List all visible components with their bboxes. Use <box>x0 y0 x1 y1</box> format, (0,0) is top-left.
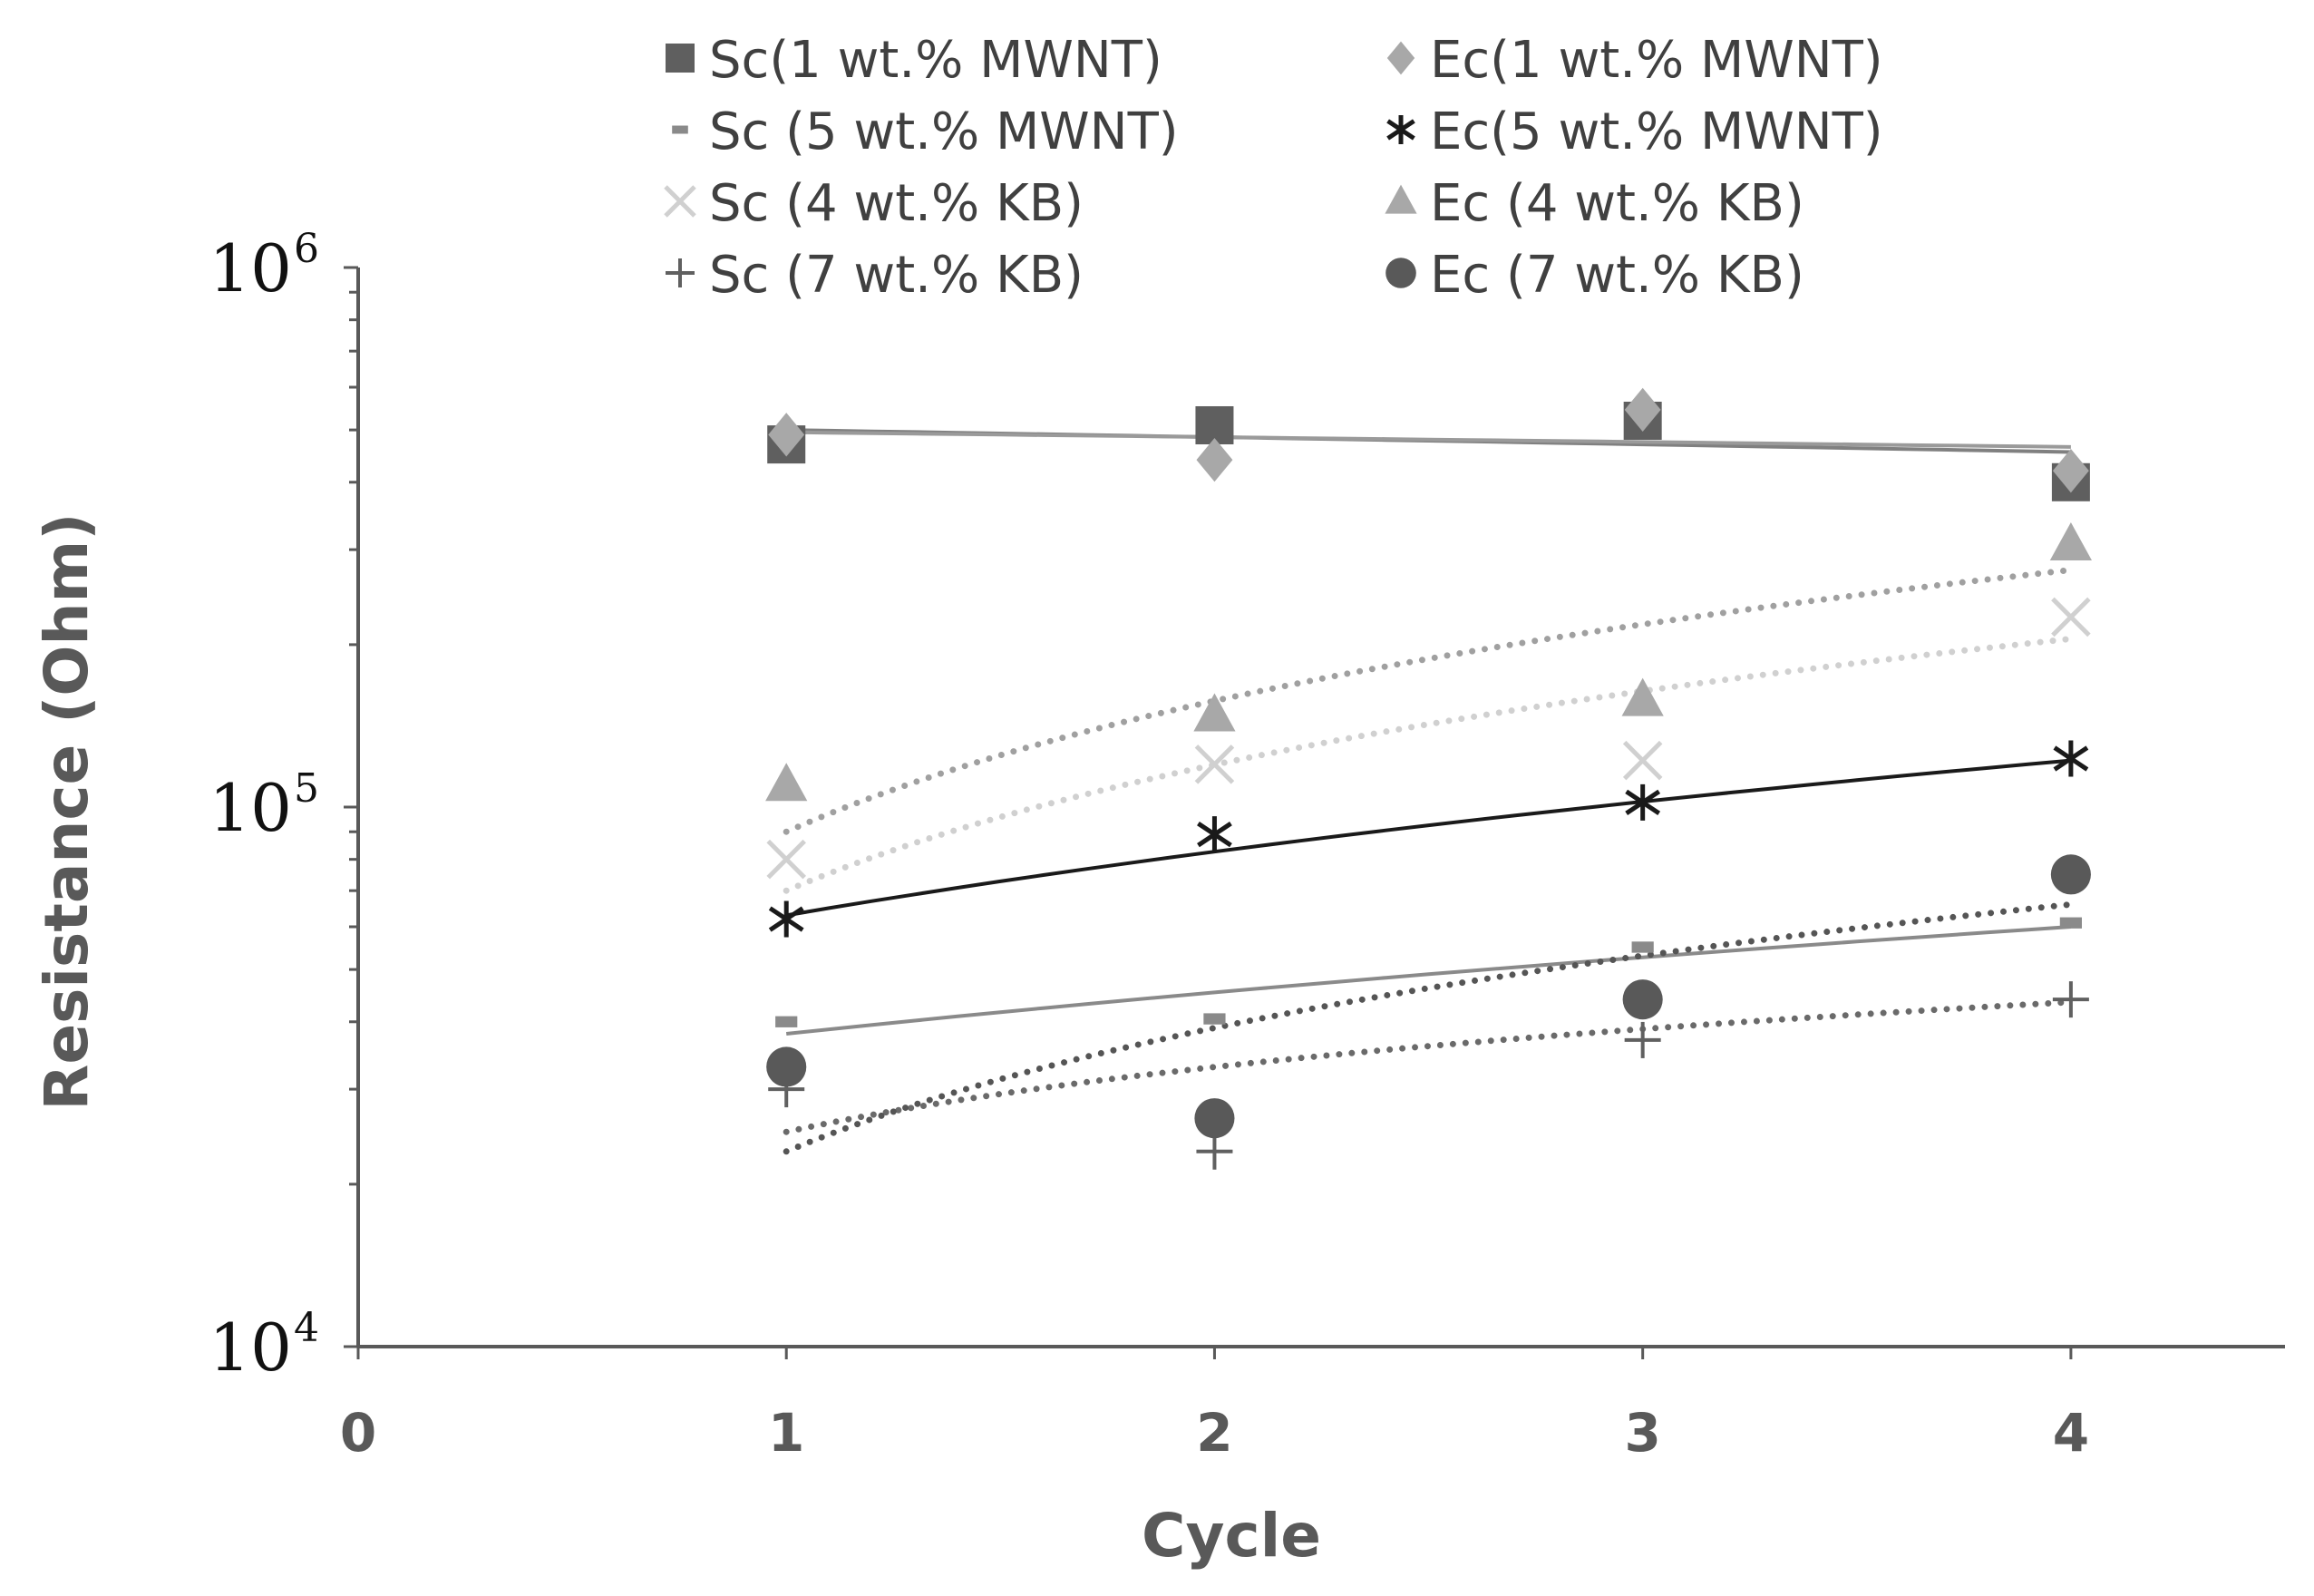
data-point <box>766 839 806 880</box>
series-4 <box>766 597 2091 880</box>
data-point <box>2059 917 2082 929</box>
legend-entry: Ec (4 wt.% KB) <box>1385 174 1804 233</box>
data-point <box>2052 981 2089 1018</box>
legend-label: Ec(1 wt.% MWNT) <box>1430 31 1883 90</box>
trendline-1 <box>786 430 2071 449</box>
data-point <box>1203 1013 1226 1025</box>
y-tick-label: 10 6 <box>209 226 319 307</box>
legend-label: Sc (7 wt.% KB) <box>709 246 1084 305</box>
legend-marker <box>1385 258 1416 288</box>
legend-marker <box>664 185 696 218</box>
y-tick-base: 10 <box>209 770 292 846</box>
series-5 <box>765 522 2092 802</box>
data-point <box>768 413 805 457</box>
legend-entry: Sc (5 wt.% MWNT) <box>672 102 1179 161</box>
data-point <box>765 763 808 802</box>
data-point <box>768 900 804 938</box>
legend-entry: Sc (7 wt.% KB) <box>666 246 1084 305</box>
y-tick-label: 10 4 <box>209 1305 319 1386</box>
x-axis-title: Cycle <box>1142 1501 1321 1571</box>
legend-entry: Sc(1 wt.% MWNT) <box>666 31 1162 90</box>
axes <box>344 266 2285 1359</box>
legend-label: Sc(1 wt.% MWNT) <box>709 31 1162 90</box>
legend-label: Sc (5 wt.% MWNT) <box>709 102 1179 161</box>
x-tick-label: 0 <box>340 1402 376 1464</box>
trendline-7 <box>783 900 2075 1155</box>
trendline-6 <box>783 998 2075 1135</box>
legend-entry: Sc (4 wt.% KB) <box>664 174 1084 233</box>
x-tick-label: 3 <box>1624 1402 1660 1464</box>
legend-marker <box>666 258 695 287</box>
y-tick-base: 10 <box>209 1309 292 1386</box>
legend-entry: Ec (7 wt.% KB) <box>1385 246 1804 305</box>
data-point <box>2051 597 2091 637</box>
legend: Sc(1 wt.% MWNT) Ec(1 wt.% MWNT) Sc (5 wt.%… <box>664 31 1883 305</box>
data-point <box>1194 744 1235 784</box>
series-0 <box>767 401 2090 501</box>
data-point <box>1196 1133 1233 1170</box>
trendline-5 <box>783 567 2075 835</box>
y-tick-exponent: 4 <box>294 1305 319 1351</box>
x-tick-label: 4 <box>2053 1402 2089 1464</box>
legend-marker <box>666 44 695 73</box>
legend-marker <box>1386 41 1415 75</box>
trendline-2 <box>785 925 2072 1036</box>
series-2 <box>775 917 2082 1027</box>
data-point <box>1193 693 1236 732</box>
data-point <box>1197 816 1232 853</box>
y-axis-title: Resistance (Ohm) <box>32 513 102 1111</box>
legend-label: Ec(5 wt.% MWNT) <box>1430 102 1883 161</box>
series-7 <box>766 854 2091 1139</box>
data-point <box>2050 854 2091 895</box>
data-point <box>2053 740 2089 777</box>
series-3 <box>768 740 2089 938</box>
legend-marker <box>1386 115 1415 144</box>
data-point <box>1196 437 1233 482</box>
y-tick-base: 10 <box>209 230 292 307</box>
x-tick-label: 1 <box>768 1402 804 1464</box>
y-tick-exponent: 6 <box>294 226 319 272</box>
data-point <box>2052 449 2089 493</box>
y-tick-label: 10 5 <box>209 765 319 846</box>
trendlines <box>783 428 2075 1155</box>
data-point <box>1625 783 1661 821</box>
legend-label: Ec (7 wt.% KB) <box>1430 246 1804 305</box>
legend-entry: Ec(1 wt.% MWNT) <box>1386 31 1883 90</box>
y-tick-exponent: 5 <box>294 765 319 812</box>
data-point <box>1194 1098 1235 1139</box>
x-tick-labels: 0 1 2 3 4 <box>340 1402 2089 1464</box>
data-point <box>1621 677 1664 716</box>
trendline-4 <box>783 636 2075 894</box>
legend-marker <box>1385 184 1417 214</box>
legend-marker <box>672 125 688 134</box>
data-point <box>2049 522 2092 561</box>
legend-entry: Ec(5 wt.% MWNT) <box>1386 102 1883 161</box>
legend-label: Ec (4 wt.% KB) <box>1430 174 1804 233</box>
series-6 <box>768 981 2089 1170</box>
data-point <box>1622 740 1663 781</box>
series-1 <box>768 387 2089 493</box>
data-markers <box>765 387 2092 1170</box>
data-point <box>1624 1021 1661 1058</box>
data-point <box>1631 941 1654 953</box>
data-point <box>1624 387 1661 432</box>
trendline-3 <box>785 758 2072 918</box>
data-point <box>775 1016 798 1027</box>
legend-label: Sc (4 wt.% KB) <box>709 174 1084 233</box>
data-point <box>766 1046 807 1087</box>
x-tick-label: 2 <box>1196 1402 1232 1464</box>
data-point <box>1622 979 1663 1020</box>
